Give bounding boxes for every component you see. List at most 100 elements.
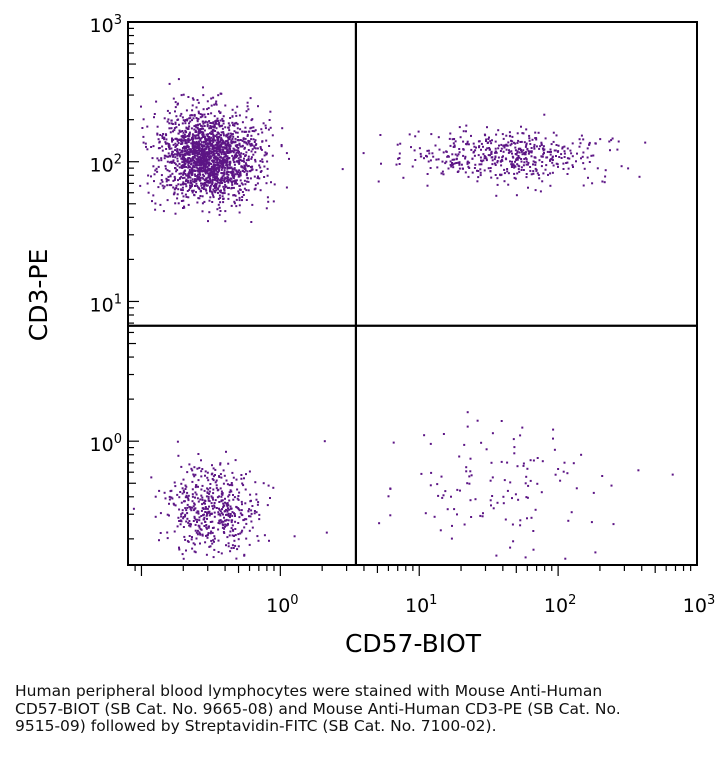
data-point-pop2	[579, 142, 582, 145]
data-point-pop1	[212, 188, 215, 191]
data-point-pop1	[221, 195, 224, 198]
data-point-pop3	[190, 467, 193, 470]
data-point-pop2	[523, 141, 526, 144]
data-point-pop3	[176, 440, 179, 443]
data-point-pop4	[463, 443, 466, 446]
data-point-pop3	[213, 515, 216, 518]
data-point-pop1	[211, 145, 214, 148]
data-point-pop2	[458, 148, 461, 150]
data-point-pop4	[496, 501, 499, 504]
data-point-pop1	[178, 148, 181, 151]
data-point-pop1	[190, 169, 193, 172]
data-point-pop2	[582, 162, 585, 165]
data-point-pop1	[181, 186, 184, 189]
data-point-pop1	[215, 119, 218, 122]
data-point-pop1	[227, 197, 230, 200]
data-point-pop1	[194, 179, 196, 182]
data-point-pop1	[247, 108, 250, 111]
data-point-pop2	[455, 162, 458, 164]
data-point-pop2	[467, 165, 470, 168]
data-point-pop3	[206, 476, 209, 479]
data-point-pop3	[193, 517, 196, 520]
data-point-pop3	[249, 500, 252, 503]
data-point-pop1	[177, 183, 180, 186]
data-point-pop1	[168, 127, 171, 130]
data-point-pop1	[199, 137, 202, 140]
data-point-pop1	[204, 166, 207, 168]
data-point-pop1	[228, 166, 231, 169]
data-point-pop1	[228, 161, 231, 164]
data-point-pop1	[205, 189, 208, 192]
data-point-pop3	[240, 474, 243, 476]
data-point-pop1	[232, 186, 235, 189]
data-point-pop1	[226, 175, 229, 178]
data-point-pop1	[163, 117, 166, 120]
data-point-pop1	[259, 189, 262, 192]
data-point-pop2	[462, 154, 465, 157]
data-point-pop2	[456, 154, 459, 157]
data-point-pop1	[216, 164, 219, 166]
data-point-pop1	[172, 159, 175, 162]
data-point-pop4	[594, 551, 597, 554]
data-point-pop2	[520, 166, 523, 169]
data-point-pop1	[221, 119, 224, 122]
data-point-pop3	[203, 518, 206, 521]
data-point-pop2	[473, 154, 476, 157]
data-point-pop2	[513, 176, 516, 179]
data-point-pop4	[552, 428, 555, 431]
data-point-pop1	[193, 142, 196, 145]
data-point-pop1	[200, 152, 203, 155]
data-point-pop1	[198, 188, 201, 190]
data-point-pop2	[502, 144, 505, 147]
data-point-pop2	[608, 140, 611, 143]
data-point-pop3	[186, 540, 189, 543]
data-point-pop1	[177, 78, 180, 81]
data-point-pop1	[194, 161, 197, 164]
data-point-pop2	[447, 167, 450, 170]
data-point-pop2	[568, 157, 571, 160]
data-point-pop1	[197, 130, 200, 133]
data-point-pop3	[225, 502, 228, 505]
data-point-pop1	[200, 182, 202, 185]
data-point-pop2	[513, 172, 516, 175]
data-point-pop2	[544, 168, 547, 171]
data-point-pop2	[481, 160, 483, 163]
data-point-pop1	[178, 172, 181, 175]
data-point-pop1	[192, 147, 195, 150]
data-point-pop1	[239, 170, 242, 173]
data-point-pop1	[196, 141, 199, 144]
data-point-pop2	[486, 142, 489, 144]
data-point-pop3	[248, 543, 251, 546]
data-point-pop1	[231, 167, 234, 170]
data-point-pop1	[166, 169, 169, 172]
data-point-pop3	[214, 474, 216, 476]
data-point-pop2	[395, 163, 398, 166]
data-point-pop1	[216, 146, 219, 148]
data-point-pop2	[476, 180, 479, 183]
data-point-pop1	[191, 139, 194, 142]
data-point-pop3	[197, 453, 200, 455]
data-point-pop1	[269, 126, 272, 129]
data-point-pop3	[256, 535, 259, 538]
data-point-pop1	[220, 161, 223, 164]
data-point-pop3	[194, 491, 197, 494]
data-point-pop1	[209, 141, 211, 144]
data-point-pop1	[218, 194, 221, 197]
data-point-pop2	[525, 144, 528, 147]
data-point-pop1	[239, 174, 242, 177]
data-point-pop1	[208, 172, 211, 175]
data-point-pop1	[177, 118, 180, 121]
data-point-pop2	[414, 135, 417, 138]
data-point-pop2	[496, 183, 499, 186]
data-point-pop2	[527, 186, 529, 189]
data-point-pop1	[191, 150, 194, 153]
data-point-pop3	[229, 507, 232, 510]
data-point-pop1	[215, 141, 218, 144]
data-point-pop2	[502, 155, 504, 158]
data-point-pop4	[459, 489, 461, 492]
data-point-pop1	[181, 130, 184, 132]
data-point-pop1	[194, 146, 197, 149]
data-point-pop2	[505, 134, 508, 137]
data-point-pop2	[462, 148, 465, 151]
data-point-pop1	[263, 154, 266, 157]
